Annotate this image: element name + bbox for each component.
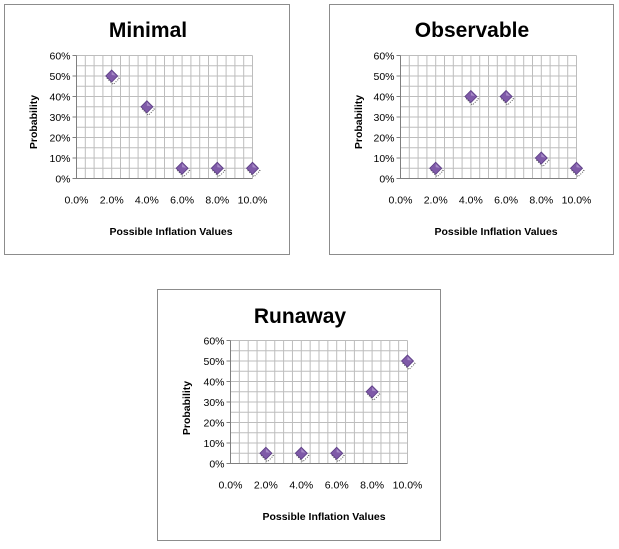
x-tick-label: 0.0% [219, 480, 243, 492]
x-tick-label: 4.0% [289, 480, 313, 492]
x-axis-label: Possible Inflation Values [109, 226, 232, 238]
x-tick-label: 0.0% [389, 195, 413, 207]
y-tick-label: 60% [373, 51, 394, 63]
data-point [330, 446, 345, 463]
y-tick-label: 10% [203, 438, 224, 450]
data-point [259, 446, 275, 463]
y-tick-label: 60% [49, 51, 70, 63]
data-point [210, 161, 226, 178]
data-point [400, 354, 416, 371]
y-tick-label: 0% [379, 174, 394, 186]
y-tick-label: 60% [203, 336, 224, 348]
data-point [569, 161, 585, 178]
y-axis-label: Probability [28, 95, 40, 149]
y-tick-label: 40% [373, 92, 394, 104]
scatter-chart-observable: Observable 0% 10% 20% 30% 40% 50% 60% 0.0% 2.0% 4… [353, 19, 592, 238]
chart-title: Minimal [109, 19, 187, 42]
x-tick-label: 8.0% [205, 195, 229, 207]
y-axis-label: Probability [181, 381, 193, 435]
chart-title: Runaway [254, 305, 347, 328]
y-tick-label: 20% [203, 418, 224, 430]
x-tick-label: 10.0% [393, 480, 423, 492]
x-tick-label: 0.0% [65, 195, 89, 207]
data-point [245, 161, 261, 178]
y-tick-label: 50% [49, 71, 70, 83]
data-point [499, 89, 515, 106]
data-point [464, 89, 480, 106]
x-axis-label: Possible Inflation Values [434, 226, 557, 238]
y-tick-label: 40% [49, 92, 70, 104]
x-tick-label: 6.0% [494, 195, 518, 207]
x-tick-label: 6.0% [325, 480, 349, 492]
y-tick-label: 0% [209, 459, 224, 471]
y-tick-label: 30% [49, 112, 70, 124]
x-tick-label: 2.0% [100, 195, 124, 207]
scatter-chart-runaway: Runaway 0% 10% 20% 30% 40% 50% 60% 0.0% 2.0% 4.0%… [181, 305, 423, 523]
y-tick-label: 50% [373, 71, 394, 83]
y-tick-label: 10% [373, 153, 394, 165]
data-point [294, 446, 310, 463]
y-tick-label: 40% [203, 377, 224, 389]
x-tick-label: 2.0% [424, 195, 448, 207]
y-tick-label: 10% [49, 153, 70, 165]
x-tick-label: 8.0% [360, 480, 384, 492]
data-point [534, 151, 550, 168]
x-tick-label: 4.0% [135, 195, 159, 207]
chart-panel-observable: Observable 0% 10% 20% 30% 40% 50% 60% 0.0% 2.0% 4… [329, 4, 614, 255]
data-point [105, 69, 120, 86]
x-tick-label: 8.0% [529, 195, 553, 207]
x-tick-label: 10.0% [562, 195, 592, 207]
x-tick-label: 4.0% [459, 195, 483, 207]
y-tick-label: 0% [55, 174, 70, 186]
y-tick-label: 20% [49, 133, 70, 145]
y-tick-label: 20% [373, 133, 394, 145]
x-tick-label: 2.0% [254, 480, 278, 492]
y-axis-label: Probability [353, 95, 365, 149]
y-tick-label: 50% [203, 356, 224, 368]
data-point [429, 161, 444, 178]
x-tick-label: 10.0% [238, 195, 268, 207]
y-tick-label: 30% [203, 397, 224, 409]
data-point [365, 385, 381, 401]
x-axis-label: Possible Inflation Values [262, 511, 385, 523]
data-point [175, 161, 191, 178]
chart-panel-runaway: Runaway 0% 10% 20% 30% 40% 50% 60% 0.0% 2.0% 4.0%… [157, 289, 441, 541]
y-tick-label: 30% [373, 112, 394, 124]
data-point [140, 100, 156, 116]
x-tick-label: 6.0% [170, 195, 194, 207]
chart-panel-minimal: Minimal 0% 10% 20% 30% 40% 50% 60% 0.0% 2.0% 4.0%… [4, 4, 290, 255]
chart-title: Observable [415, 19, 529, 42]
scatter-chart-minimal: Minimal 0% 10% 20% 30% 40% 50% 60% 0.0% 2.0% 4.0%… [28, 19, 268, 238]
